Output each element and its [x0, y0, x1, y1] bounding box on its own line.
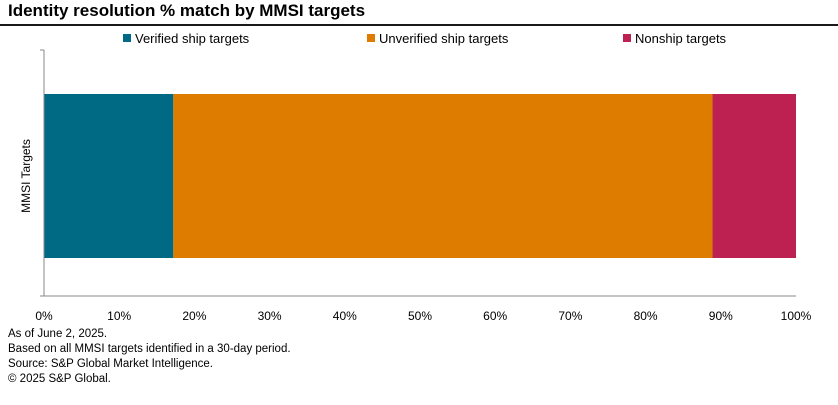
x-tick-label: 0% [35, 309, 53, 323]
legend-label-verified: Verified ship targets [135, 30, 250, 46]
footer-copyright: © 2025 S&P Global. [8, 373, 111, 385]
x-tick-label: 20% [182, 309, 206, 323]
x-tick-label: 30% [258, 309, 282, 323]
x-tick-label: 90% [709, 309, 733, 323]
legend-swatch-nonship [623, 34, 631, 42]
chart-title: Identity resolution % match by MMSI targ… [8, 1, 366, 20]
legend-item-verified: Verified ship targets [123, 30, 249, 46]
legend-label-nonship: Nonship targets [635, 30, 727, 46]
x-tick-label: 100% [781, 309, 812, 323]
footer-date-note: As of June 2, 2025. [8, 328, 108, 340]
bar-segment-verified [44, 94, 174, 258]
chart-footer: As of June 2, 2025. Based on all MMSI ta… [8, 327, 291, 387]
x-tick-label: 70% [558, 309, 582, 323]
x-tick-label: 60% [483, 309, 507, 323]
bar-segment-unverified [173, 94, 713, 258]
legend-label-unverified: Unverified ship targets [379, 30, 509, 46]
footer-basis-note: Based on all MMSI targets identified in … [8, 343, 291, 355]
bar-segment-nonship [712, 94, 796, 258]
legend-item-nonship: Nonship targets [623, 30, 726, 46]
legend-swatch-unverified [367, 34, 375, 42]
x-tick-label: 50% [408, 309, 432, 323]
title-divider [0, 24, 838, 26]
y-axis-label: MMSI Targets [19, 139, 33, 213]
legend-swatch-verified [123, 34, 131, 42]
legend-item-unverified: Unverified ship targets [367, 30, 508, 46]
x-tick-label: 10% [107, 309, 131, 323]
x-tick-label: 80% [634, 309, 658, 323]
x-tick-label: 40% [333, 309, 357, 323]
footer-source: Source: S&P Global Market Intelligence. [8, 358, 213, 370]
